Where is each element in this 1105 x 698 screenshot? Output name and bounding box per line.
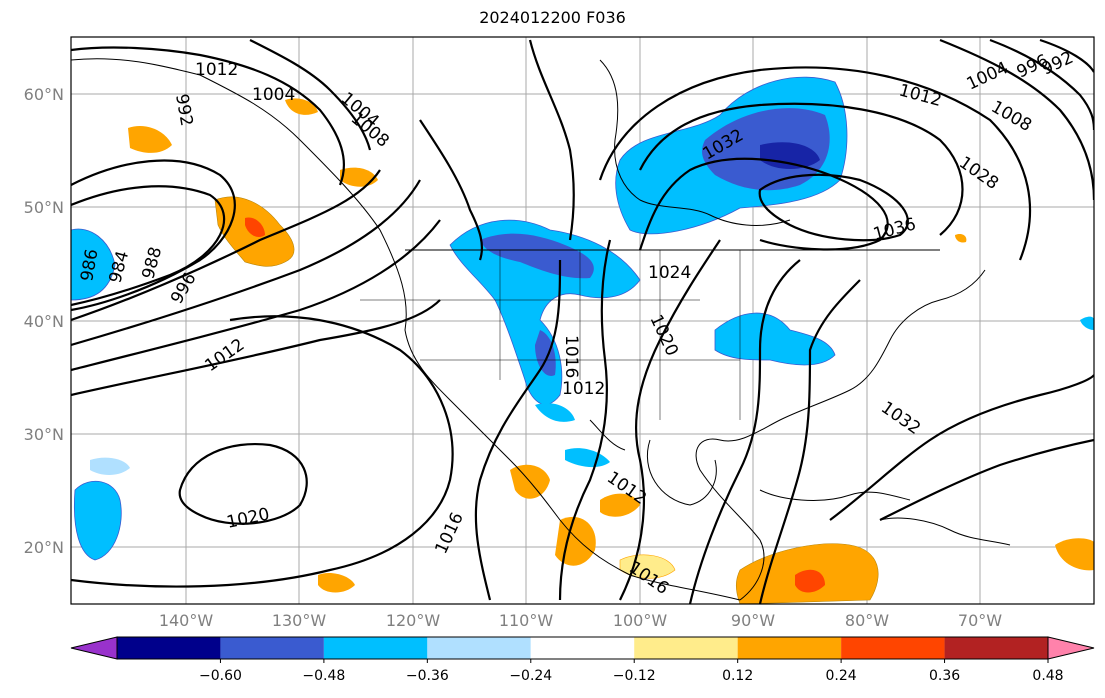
colorbar-outline xyxy=(116,636,1049,660)
latitude-labels: 60°N 50°N 40°N 30°N 20°N xyxy=(24,85,64,557)
contour-label: 1004 xyxy=(252,85,295,105)
isobar-contours xyxy=(71,38,1094,604)
lat-label: 50°N xyxy=(24,198,64,217)
coastlines xyxy=(71,58,1011,601)
lat-label: 40°N xyxy=(24,312,64,331)
lon-label: 120°W xyxy=(386,611,441,630)
colorbar-segment xyxy=(323,637,428,659)
colorbar-segment xyxy=(634,637,738,659)
colorbar-tick-label: −0.36 xyxy=(406,668,449,684)
lat-label: 30°N xyxy=(24,425,64,444)
colorbar-tick-label: 0.36 xyxy=(929,668,960,684)
lon-label: 130°W xyxy=(272,611,327,630)
colorbar-segment xyxy=(427,637,531,659)
colorbar-segment xyxy=(737,637,842,659)
map-frame xyxy=(70,36,1095,605)
colorbar-segment xyxy=(117,637,221,659)
colorbar-extend-low xyxy=(70,636,118,660)
lat-label: 60°N xyxy=(24,85,64,104)
contour-label: 1012 xyxy=(562,379,605,399)
colorbar-tick-label: −0.60 xyxy=(199,668,242,684)
longitude-labels: 140°W 130°W 120°W 110°W 100°W 90°W 80°W … xyxy=(159,611,1002,630)
colorbar-segment xyxy=(220,637,324,659)
colorbar-tick-label: −0.48 xyxy=(302,668,345,684)
map-title: 2024012200 F036 xyxy=(479,8,626,27)
colorbar-segment xyxy=(841,637,945,659)
lon-label: 70°W xyxy=(958,611,1002,630)
lon-label: 140°W xyxy=(159,611,214,630)
contour-label: 1024 xyxy=(648,263,691,283)
shaded-field xyxy=(71,76,1094,604)
colorbar-segment xyxy=(530,637,635,659)
colorbar: −0.60 −0.48 −0.36 −0.24 −0.12 0.12 0.24 0.36 0.4… xyxy=(70,636,1095,684)
lon-label: 90°W xyxy=(731,611,775,630)
colorbar-tick-label: −0.12 xyxy=(613,668,656,684)
lon-label: 110°W xyxy=(499,611,554,630)
colorbar-extend-high xyxy=(1047,636,1095,660)
contour-label: 1016 xyxy=(561,335,581,378)
colorbar-tick-label: −0.24 xyxy=(509,668,552,684)
colorbar-tick-label: 0.12 xyxy=(722,668,753,684)
colorbar-segment xyxy=(944,637,1048,659)
contour-label: 1012 xyxy=(195,60,238,80)
colorbar-tick-label: 0.24 xyxy=(826,668,857,684)
graticule xyxy=(71,37,1094,604)
lon-label: 80°W xyxy=(845,611,889,630)
colorbar-tick-label: 0.48 xyxy=(1032,668,1063,684)
lat-label: 20°N xyxy=(24,538,64,557)
lon-label: 100°W xyxy=(613,611,668,630)
